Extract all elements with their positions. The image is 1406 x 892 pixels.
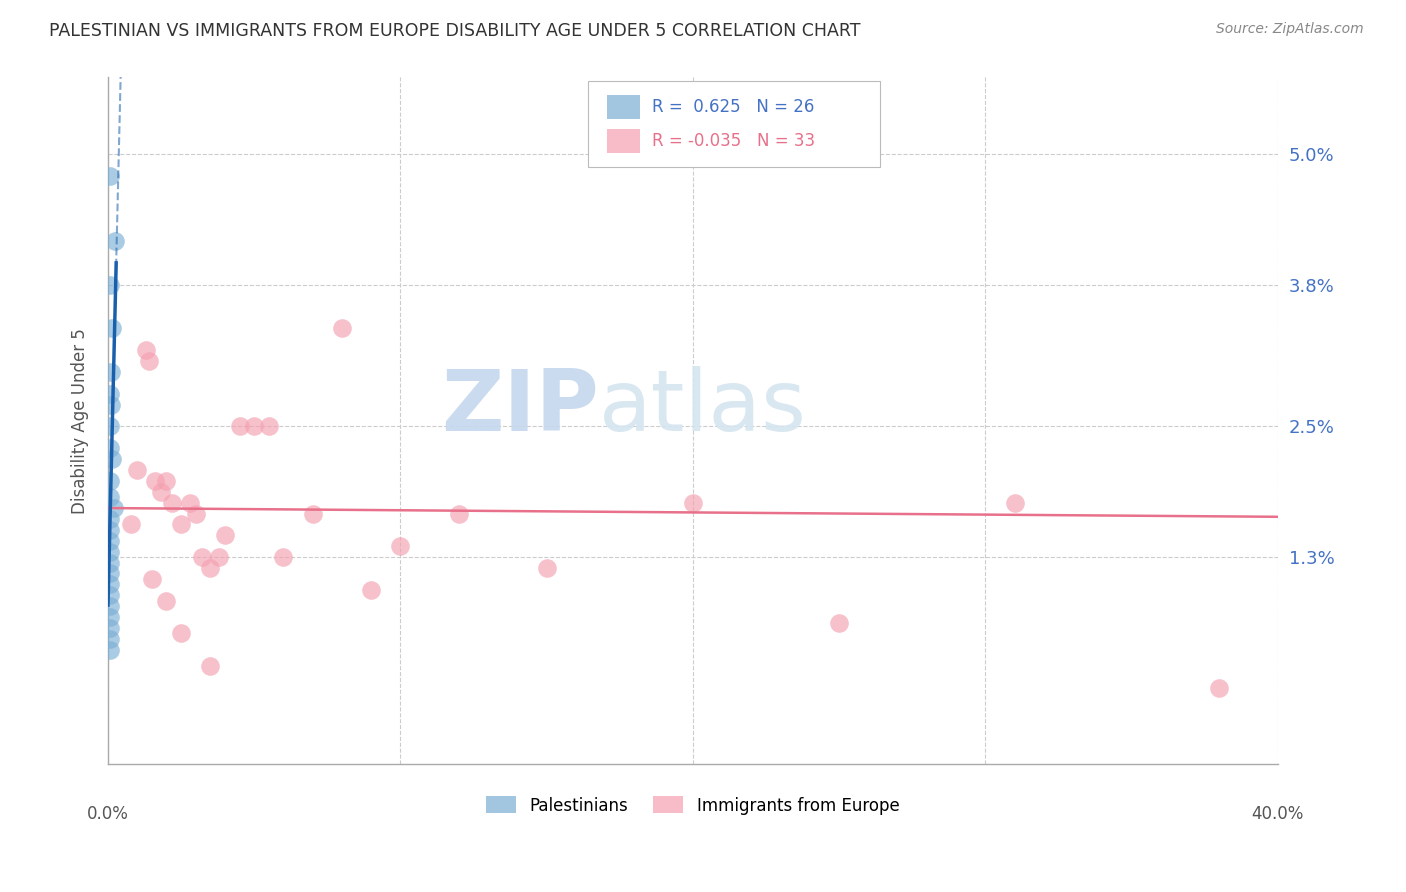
Point [257, 419, 280, 434]
Text: R =  0.625   N = 26: R = 0.625 N = 26 [652, 98, 814, 116]
Point [98, 490, 121, 504]
Point [389, 539, 412, 553]
FancyBboxPatch shape [607, 129, 640, 153]
Text: PALESTINIAN VS IMMIGRANTS FROM EUROPE DISABILITY AGE UNDER 5 CORRELATION CHART: PALESTINIAN VS IMMIGRANTS FROM EUROPE DI… [49, 22, 860, 40]
Point [98, 544, 121, 558]
Point [330, 321, 353, 335]
Point [127, 463, 149, 477]
Text: 0.0%: 0.0% [87, 805, 129, 823]
Point [98, 588, 121, 602]
Point [200, 659, 222, 673]
Point [828, 615, 851, 630]
Point [98, 566, 121, 581]
Point [98, 277, 121, 292]
Point [98, 610, 121, 624]
Point [120, 517, 142, 532]
Y-axis label: Disability Age Under 5: Disability Age Under 5 [72, 328, 89, 514]
Point [135, 343, 157, 357]
Text: ZIP: ZIP [441, 366, 599, 449]
Legend: Palestinians, Immigrants from Europe: Palestinians, Immigrants from Europe [479, 789, 905, 822]
Point [98, 533, 121, 548]
Point [360, 582, 382, 597]
Point [143, 474, 166, 488]
Point [1004, 495, 1026, 509]
Point [98, 642, 121, 657]
Point [98, 621, 121, 635]
Point [184, 507, 207, 521]
Point [200, 561, 222, 575]
Point [100, 365, 122, 379]
Point [155, 474, 177, 488]
Point [301, 507, 323, 521]
Point [273, 550, 295, 565]
Point [98, 556, 121, 570]
Point [682, 495, 704, 509]
Point [228, 419, 250, 434]
Point [98, 386, 121, 401]
Point [100, 397, 122, 411]
Point [179, 495, 201, 509]
Point [190, 550, 212, 565]
Point [98, 512, 121, 526]
FancyBboxPatch shape [607, 95, 640, 119]
Text: 40.0%: 40.0% [1251, 805, 1303, 823]
Point [155, 593, 177, 607]
Point [214, 528, 236, 542]
Point [536, 561, 558, 575]
Point [98, 419, 121, 434]
Text: atlas: atlas [599, 366, 807, 449]
Point [98, 577, 121, 591]
Point [447, 507, 470, 521]
Point [243, 419, 266, 434]
FancyBboxPatch shape [588, 81, 880, 167]
Point [1208, 681, 1230, 695]
Point [162, 495, 184, 509]
Point [98, 441, 121, 455]
Point [98, 523, 121, 537]
Point [101, 321, 124, 335]
Point [101, 452, 124, 467]
Point [98, 599, 121, 614]
Point [170, 517, 193, 532]
Text: R = -0.035   N = 33: R = -0.035 N = 33 [652, 132, 815, 151]
Point [98, 474, 121, 488]
Point [170, 626, 193, 640]
Point [98, 632, 121, 646]
Point [98, 169, 121, 183]
Point [149, 484, 172, 499]
Point [104, 234, 127, 248]
Point [138, 354, 160, 368]
Point [141, 572, 163, 586]
Point [208, 550, 231, 565]
Point [103, 501, 125, 516]
Text: Source: ZipAtlas.com: Source: ZipAtlas.com [1216, 22, 1364, 37]
